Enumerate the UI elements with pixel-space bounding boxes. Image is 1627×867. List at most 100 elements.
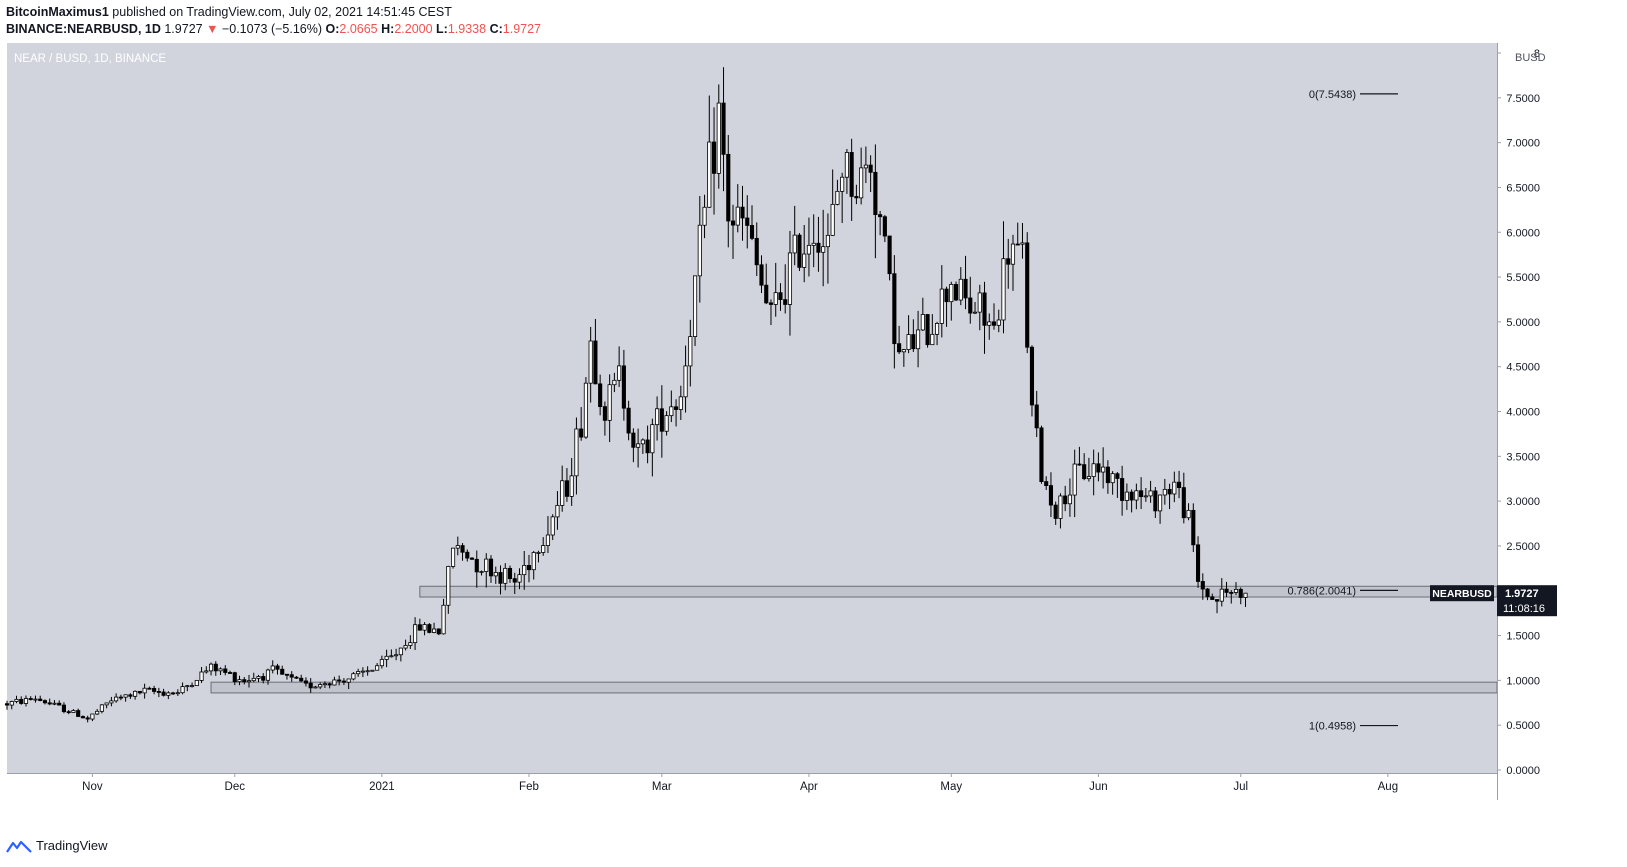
- candle-up: [697, 224, 702, 277]
- candle-up: [351, 673, 356, 680]
- candle-up: [493, 572, 498, 577]
- price-tick-label: 7.0000: [1506, 138, 1540, 150]
- candle-up: [863, 164, 868, 169]
- candle-down: [726, 153, 731, 222]
- price-tick-label: 3.0000: [1506, 496, 1540, 508]
- candle-up: [1110, 473, 1115, 484]
- candle-up: [935, 323, 940, 335]
- candle-up: [773, 292, 778, 305]
- candle-down: [85, 717, 90, 720]
- candle-down: [474, 558, 479, 573]
- candle-up: [1172, 481, 1177, 495]
- open-value: 2.0665: [339, 22, 378, 36]
- candle-down: [1195, 544, 1201, 582]
- time-axis[interactable]: [7, 773, 1497, 800]
- candle-up: [90, 713, 95, 720]
- fib-level-label: 0(7.5438): [1309, 89, 1356, 101]
- candle-up: [413, 624, 418, 644]
- candle-down: [953, 284, 959, 301]
- candle-up: [450, 547, 456, 567]
- candle-down: [4, 703, 10, 706]
- candle-up: [541, 545, 546, 553]
- time-tick-label: Feb: [519, 781, 539, 793]
- tradingview-footer[interactable]: TradingView: [6, 838, 108, 853]
- candle-down: [156, 691, 161, 693]
- price-badge: [1497, 585, 1557, 617]
- candle-down: [436, 628, 441, 635]
- candle-down: [887, 235, 892, 275]
- candle-up: [1020, 242, 1025, 245]
- candle-down: [759, 264, 764, 286]
- candle-up: [199, 671, 204, 681]
- candle-down: [1029, 346, 1035, 406]
- candle-down: [1214, 599, 1220, 602]
- candle-down: [797, 234, 802, 268]
- candle-down: [223, 668, 228, 673]
- candle-up: [332, 679, 337, 686]
- candle-up: [237, 679, 242, 683]
- candle-down: [299, 677, 304, 682]
- brand-label: TradingView: [36, 838, 108, 853]
- price-tick-label: 8: [1534, 48, 1540, 60]
- publish-line: BitcoinMaximus1 published on TradingView…: [6, 5, 452, 19]
- candle-down: [465, 551, 470, 559]
- candle-down: [1039, 427, 1044, 482]
- candle-down: [1063, 495, 1068, 505]
- candle-down: [778, 292, 783, 301]
- price-axis[interactable]: [1497, 43, 1560, 773]
- price-tick-label: 0.5000: [1506, 720, 1540, 732]
- candle-down: [1044, 481, 1049, 486]
- candle-down: [764, 284, 769, 304]
- change-value: −0.1073 (−5.16%): [221, 22, 323, 36]
- candle-up: [977, 292, 982, 313]
- candle-up: [916, 329, 921, 350]
- candle-up: [792, 234, 797, 254]
- candle-up: [446, 566, 451, 606]
- candle-down: [498, 572, 503, 584]
- candle-down: [1205, 588, 1210, 598]
- candle-up: [1086, 476, 1091, 480]
- candle-up: [821, 246, 826, 253]
- candle-down: [152, 688, 157, 692]
- candle-up: [265, 669, 271, 681]
- price-tick-label: 1.5000: [1506, 631, 1540, 643]
- candle-down: [1191, 509, 1196, 546]
- low-value: 1.9338: [447, 22, 487, 36]
- candle-up: [1143, 495, 1148, 498]
- time-tick-label: Apr: [800, 781, 818, 793]
- candle-up: [365, 670, 370, 673]
- symbol-badge-label: NEARBUSD: [1432, 588, 1492, 600]
- candle-up: [208, 663, 214, 672]
- candle-up: [1010, 243, 1016, 265]
- candle-up: [787, 252, 793, 305]
- author-name[interactable]: BitcoinMaximus1: [6, 5, 109, 19]
- candle-up: [246, 680, 252, 683]
- candle-down: [1229, 592, 1234, 594]
- candle-up: [806, 244, 812, 255]
- candle-down: [892, 273, 897, 345]
- price-tick-label: 0.0000: [1506, 765, 1540, 777]
- candle-up: [692, 275, 698, 337]
- candle-up: [313, 686, 318, 689]
- price-badge-value: 1.9727: [1505, 588, 1539, 600]
- candle-down: [261, 676, 266, 681]
- candle-down: [284, 673, 290, 676]
- candle-up: [1148, 490, 1153, 497]
- candle-up: [14, 698, 19, 702]
- candle-down: [469, 557, 475, 560]
- candle-down: [232, 672, 237, 683]
- candle-down: [593, 340, 598, 385]
- candle-up: [830, 203, 835, 236]
- candle-down: [42, 700, 48, 704]
- time-tick-label: 2021: [369, 781, 395, 793]
- candle-up: [555, 505, 560, 518]
- candle-up: [455, 545, 460, 549]
- candle-up: [702, 206, 707, 226]
- candle-down: [303, 680, 309, 684]
- price-tick-label: 1.0000: [1506, 675, 1540, 687]
- candle-up: [123, 694, 128, 698]
- candle-up: [1124, 491, 1129, 501]
- candle-down: [1120, 478, 1125, 501]
- candle-up: [1219, 588, 1224, 602]
